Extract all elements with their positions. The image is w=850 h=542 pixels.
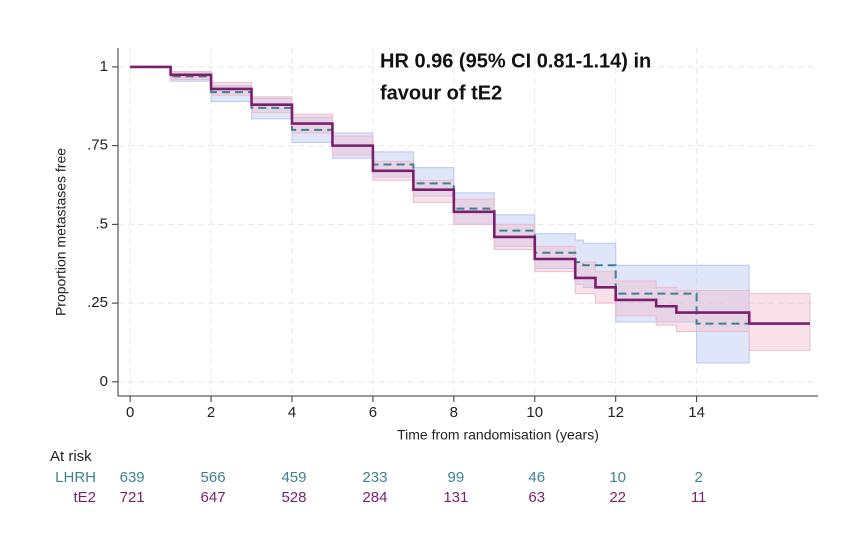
at-risk-count: 131	[443, 489, 468, 506]
at-risk-count: 10	[609, 469, 626, 486]
x-tick-label: 12	[607, 404, 624, 421]
survival-curve	[130, 65, 810, 325]
at-risk-count: 459	[281, 469, 306, 486]
annotation: HR 0.96 (95% CI 0.81-1.14) in	[380, 50, 651, 72]
at-risk-group: tE2	[73, 489, 96, 506]
at-risk-count: 11	[691, 489, 707, 506]
at-risk-count: 284	[362, 489, 387, 506]
x-tick-label: 2	[207, 404, 215, 421]
x-tick-label: 0	[126, 404, 134, 421]
x-tick-label: 14	[688, 404, 705, 421]
at-risk-count: 528	[281, 489, 306, 506]
x-tick-label: 8	[450, 404, 458, 421]
at-risk-count: 22	[609, 489, 626, 506]
at-risk-group: LHRH	[55, 469, 96, 486]
y-tick-label: .5	[95, 215, 108, 232]
at-risk-count: 647	[201, 489, 226, 506]
x-tick-label: 6	[369, 404, 377, 421]
at-risk-count: 99	[447, 469, 464, 486]
at-risk-count: 46	[528, 469, 545, 486]
survival-curve	[130, 65, 750, 325]
at-risk-count: 721	[120, 489, 145, 506]
at-risk-count: 63	[528, 489, 545, 506]
x-axis-title: Time from randomisation (years)	[397, 427, 599, 443]
y-tick-label: 1	[100, 58, 108, 75]
x-tick-label: 10	[526, 404, 543, 421]
y-tick-label: .75	[87, 137, 108, 154]
at-risk-count: 233	[362, 469, 387, 486]
x-tick-label: 4	[288, 404, 296, 421]
y-tick-label: 0	[100, 373, 108, 390]
at-risk-count: 566	[201, 469, 226, 486]
y-tick-label: .25	[87, 294, 108, 311]
annotation: favour of tE2	[380, 82, 502, 104]
at-risk-title: At risk	[50, 448, 92, 465]
y-axis-title: Proportion metastases free	[53, 148, 69, 316]
at-risk-count: 2	[694, 469, 702, 486]
at-risk-count: 639	[120, 469, 145, 486]
